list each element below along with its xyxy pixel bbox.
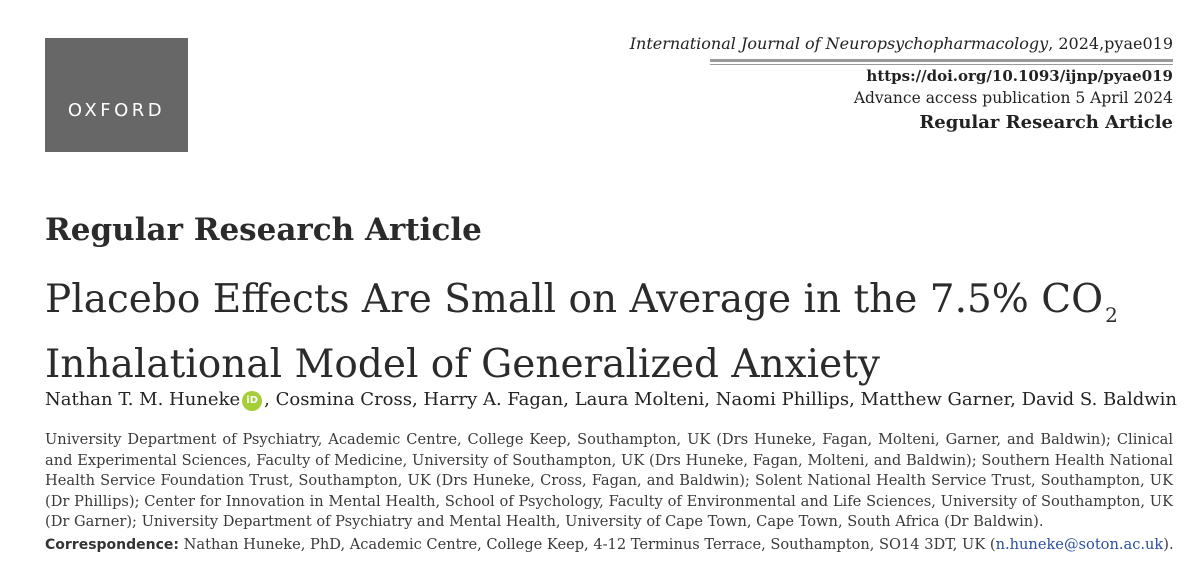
doi-link[interactable]: https://doi.org/10.1093/ijnp/pyae019: [866, 67, 1173, 85]
correspondence-label: Correspondence:: [45, 537, 180, 553]
article-title: Placebo Effects Are Small on Average in …: [45, 275, 1118, 389]
journal-year-id: , 2024,pyae019: [1048, 34, 1173, 53]
correspondence-end: ).: [1163, 536, 1174, 553]
author-list: Nathan T. M. Huneke iD, Cosmina Cross, Ha…: [45, 389, 1177, 411]
advance-access-date: Advance access publication 5 April 2024: [853, 89, 1173, 107]
correspondence-email-link[interactable]: n.huneke@soton.ac.uk: [995, 536, 1164, 553]
correspondence: Correspondence: Nathan Huneke, PhD, Acad…: [45, 536, 1174, 553]
header-rule-thick: [710, 59, 1173, 62]
article-type-heading: Regular Research Article: [45, 212, 482, 248]
journal-name: International Journal of Neuropsychophar…: [629, 34, 1049, 53]
oxford-logo: OXFORD: [45, 38, 188, 152]
author-rest: , Cosmina Cross, Harry A. Fagan, Laura M…: [264, 389, 1178, 410]
correspondence-text: Nathan Huneke, PhD, Academic Centre, Col…: [179, 536, 996, 553]
title-subscript: 2: [1105, 303, 1118, 327]
journal-citation: International Journal of Neuropsychophar…: [630, 34, 1173, 53]
title-line-2: Inhalational Model of Generalized Anxiet…: [45, 342, 880, 387]
author-first: Nathan T. M. Huneke: [45, 389, 241, 410]
title-line-1: Placebo Effects Are Small on Average in …: [45, 277, 1104, 322]
affiliations: University Department of Psychiatry, Aca…: [45, 431, 1173, 531]
logo-text: OXFORD: [67, 99, 166, 121]
header-article-type: Regular Research Article: [919, 112, 1173, 133]
orcid-icon[interactable]: iD: [242, 391, 263, 411]
header-rule-thin: [710, 64, 1173, 65]
